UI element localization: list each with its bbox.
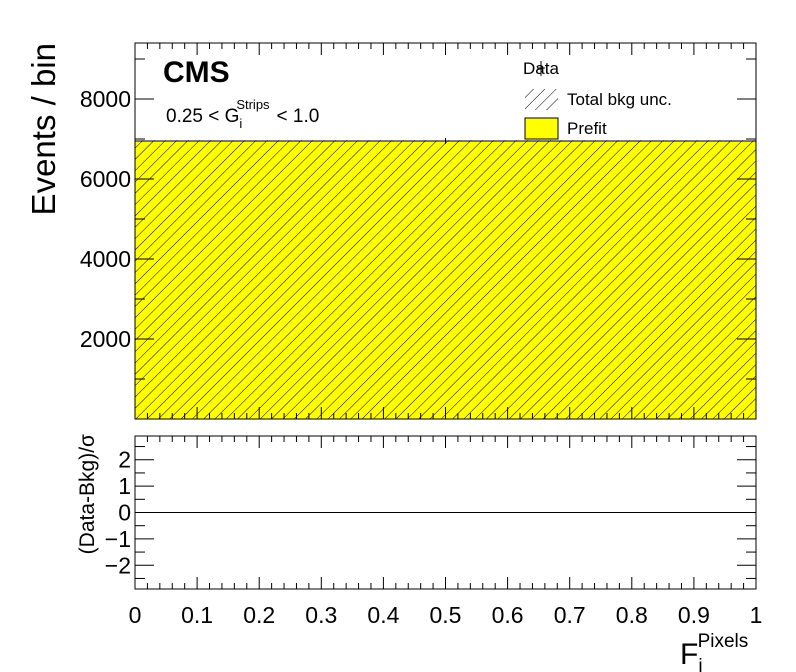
x-axis-label: FiPixels bbox=[680, 631, 748, 672]
main-y-tick-label: 6000 bbox=[80, 166, 131, 192]
ratio-y-tick-label: 2 bbox=[118, 447, 131, 473]
legend-unc-label: Total bkg unc. bbox=[567, 90, 672, 109]
x-tick-label: 0.5 bbox=[430, 602, 462, 628]
main-y-tick-label: 8000 bbox=[80, 86, 131, 112]
legend-data-label: Data bbox=[523, 59, 559, 78]
legend: Data Total bkg unc. Prefit bbox=[523, 59, 672, 140]
x-tick-label: 0.6 bbox=[492, 602, 524, 628]
x-tick-label: 0.7 bbox=[554, 602, 586, 628]
x-tick-label: 0.1 bbox=[181, 602, 213, 628]
ratio-y-tick-label: 1 bbox=[118, 473, 131, 499]
selection-label: 0.25 < GiStrips< 1.0 bbox=[166, 97, 319, 131]
x-tick-label: 0.3 bbox=[305, 602, 337, 628]
ratio-y-tick-label: 0 bbox=[118, 500, 131, 526]
x-tick-label: 1 bbox=[750, 602, 763, 628]
experiment-label: CMS bbox=[163, 56, 230, 89]
main-plot-panel: 2000 4000 6000 8000 CMS 0.25 < GiStrips< 1.… bbox=[25, 42, 757, 420]
main-y-tick-label: 2000 bbox=[80, 326, 131, 352]
main-y-axis-label: Events / bin bbox=[25, 43, 62, 215]
x-tick-label: 0.4 bbox=[367, 602, 399, 628]
legend-unc-swatch bbox=[525, 89, 558, 110]
ratio-y-tick-label: −1 bbox=[105, 526, 131, 552]
x-tick-label: 0 bbox=[129, 602, 142, 628]
x-tick-label: 0.2 bbox=[243, 602, 275, 628]
legend-prefit-label: Prefit bbox=[567, 119, 607, 138]
ratio-y-tick-label: −2 bbox=[105, 552, 131, 578]
total-bkg-unc-band bbox=[135, 140, 756, 419]
legend-prefit-swatch bbox=[524, 117, 559, 140]
ratio-y-axis-label: (Data-Bkg)/σ bbox=[76, 434, 99, 554]
main-y-tick-label: 4000 bbox=[80, 246, 131, 272]
x-tick-label: 0.9 bbox=[678, 602, 710, 628]
x-tick-label: 0.8 bbox=[616, 602, 648, 628]
